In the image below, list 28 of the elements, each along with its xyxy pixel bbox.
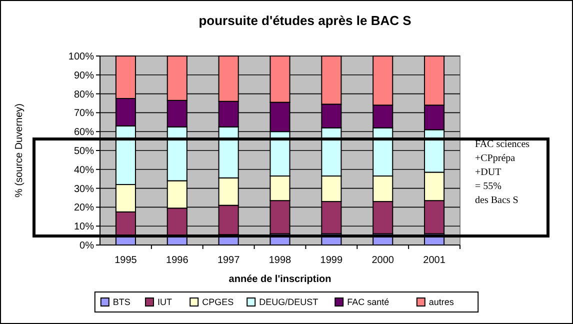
y-tick-label: 30% (74, 184, 94, 195)
x-tick-label: 1995 (114, 255, 138, 266)
legend-label: IUT (158, 297, 172, 308)
legend-label: DEUG/DEUST (259, 297, 319, 308)
chart-title: poursuite d'études après le BAC S (198, 13, 412, 28)
y-tick-label: 0% (80, 240, 94, 252)
y-tick-label: 20% (74, 202, 94, 214)
y-tick-label: 50% (74, 146, 94, 157)
y-tick-label: 70% (74, 108, 94, 120)
legend-label: FAC santé (347, 297, 390, 308)
y-tick-label: 60% (74, 127, 94, 138)
x-tick-label: 1996 (166, 255, 189, 266)
y-axis-title: % (source Duverney) (14, 104, 25, 198)
legend-label: autres (428, 297, 454, 308)
x-tick-label: 2001 (423, 255, 446, 266)
text: FAC sciences +CPprépa +DUT = 55% des Bacs S (475, 139, 530, 206)
y-tick-label: 100% (68, 52, 94, 62)
legend-label: CPGES (202, 297, 234, 308)
y-tick-label: 90% (74, 70, 94, 82)
x-tick-label: 1998 (268, 255, 292, 266)
x-tick-label: 1999 (320, 255, 343, 266)
legend-label: BTS (112, 297, 130, 308)
y-tick-label: 40% (74, 164, 94, 176)
x-axis-title: année de l'inscription (228, 274, 332, 285)
y-tick-label: 80% (74, 89, 94, 100)
y-tick-label: 10% (74, 222, 94, 233)
x-tick-label: 2000 (372, 255, 394, 266)
x-tick-label: 1997 (217, 255, 240, 266)
